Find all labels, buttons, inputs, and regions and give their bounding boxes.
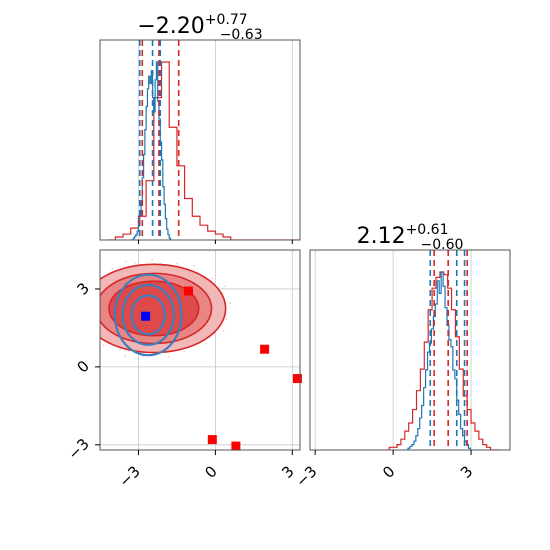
x-tick-label: −3 [116, 462, 144, 490]
title-value: 2.12 [357, 224, 406, 249]
title-upper-error: +0.61 [406, 222, 449, 238]
sample-point [225, 318, 227, 321]
joint-panel-y-ticks: −3 0 3 [65, 279, 100, 463]
sample-point [83, 315, 85, 317]
sample-point [96, 305, 98, 307]
x-tick-label: 0 [201, 462, 220, 481]
marker-series-b [183, 286, 193, 296]
histogram-series-a [406, 271, 473, 450]
sample-point [229, 302, 231, 304]
marker-series-b [260, 344, 270, 354]
histogram-param-2-steps [385, 271, 503, 450]
title-lower-error: −0.63 [220, 27, 263, 43]
title-param-2: 2.12+0.61 −0.60 [357, 222, 464, 253]
x-tick-label: 3 [457, 462, 476, 481]
marker-series-b [292, 374, 302, 384]
sample-point [124, 260, 127, 263]
histogram-param-1-quantiles [138, 40, 180, 240]
y-tick-label: −3 [65, 435, 93, 463]
y-tick-label: 3 [73, 279, 92, 298]
x-tick-label: −3 [292, 462, 320, 490]
title-lower-error: −0.60 [420, 237, 463, 253]
histogram-param-2-quantiles [429, 250, 468, 450]
sample-point [183, 350, 185, 353]
x-tick-label: 0 [379, 462, 398, 481]
title-upper-error: +0.77 [205, 12, 248, 28]
joint-panel-frame [99, 249, 301, 451]
sample-point [134, 262, 137, 265]
sample-point [95, 318, 97, 320]
sample-point [95, 286, 97, 288]
histogram-param-1-steps [107, 61, 300, 240]
sample-point [223, 285, 226, 288]
sample-point [211, 277, 214, 279]
histogram-param-2-frame [309, 249, 511, 451]
marker-series-b [231, 441, 241, 451]
marker-series-b [207, 435, 217, 445]
sample-point [91, 278, 93, 280]
joint-panel-markers [141, 286, 302, 451]
sample-point [85, 300, 87, 302]
y-tick-label: 0 [73, 357, 92, 376]
marker-series-a [141, 311, 151, 321]
histogram-param-2: −3 0 3 [292, 249, 511, 491]
histogram-series-b [107, 61, 300, 240]
sample-point [102, 344, 105, 347]
histogram-series-b [385, 271, 503, 450]
title-value: −2.20 [137, 14, 204, 39]
sample-point [94, 296, 96, 298]
sample-point [151, 258, 153, 261]
histogram-param-1-frame [99, 39, 301, 241]
sample-point [78, 305, 80, 307]
sample-point [78, 321, 80, 323]
sample-point [205, 342, 208, 345]
histogram-param-1 [99, 39, 301, 241]
joint-panel-contours [78, 258, 231, 359]
sample-point [111, 267, 113, 270]
contour-series-a [113, 273, 183, 357]
histogram-param-2-x-ticks: −3 0 3 [292, 450, 476, 491]
sample-point [167, 356, 170, 359]
histogram-series-a [130, 61, 172, 240]
histogram-param-1-grid [138, 40, 293, 240]
contour-series-a [130, 294, 166, 336]
sample-point [175, 262, 178, 265]
sample-point [193, 264, 196, 267]
sample-point [222, 329, 225, 332]
contour-series-a [121, 283, 175, 346]
sample-point [88, 331, 90, 333]
sample-point [89, 310, 91, 312]
title-param-1: −2.20+0.77 −0.63 [137, 12, 262, 43]
sample-point [118, 348, 121, 351]
sample-point [91, 324, 93, 326]
joint-panel: −3 0 3 −3 0 3 [65, 240, 302, 491]
sample-point [124, 354, 126, 357]
